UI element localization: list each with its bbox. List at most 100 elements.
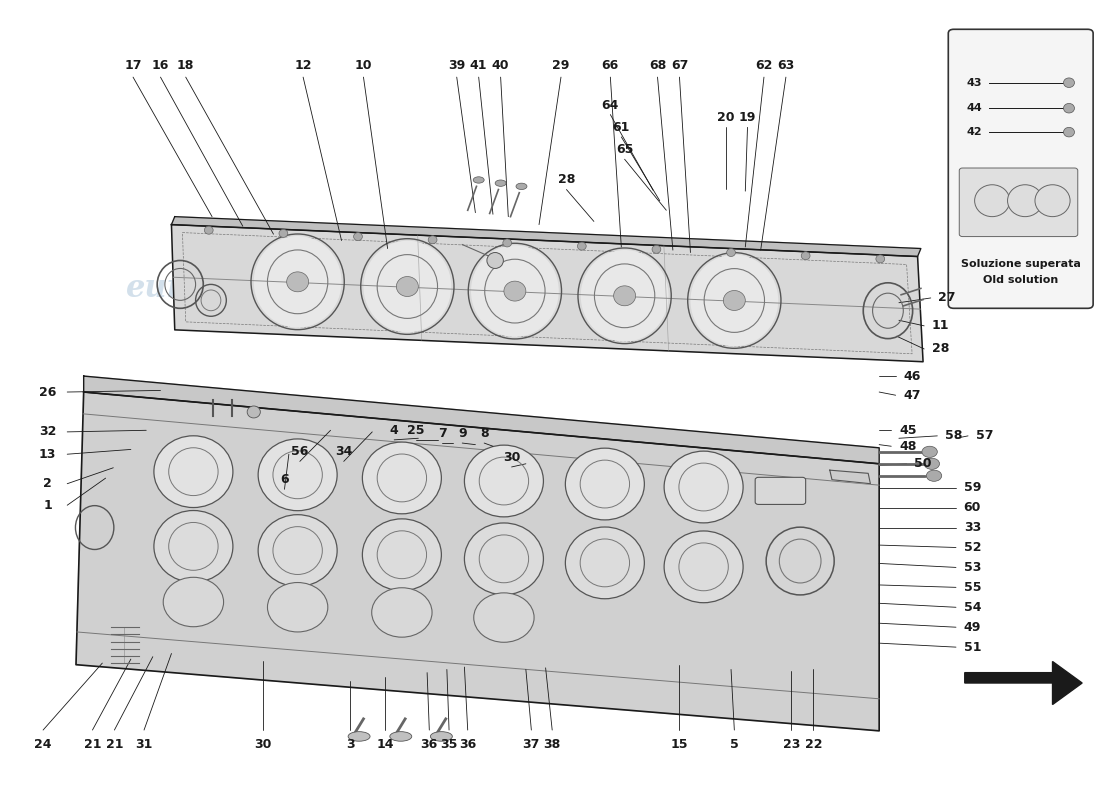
Ellipse shape (926, 470, 942, 482)
Ellipse shape (287, 272, 309, 292)
Ellipse shape (471, 246, 559, 337)
Ellipse shape (254, 236, 341, 328)
Text: 1: 1 (43, 498, 52, 512)
Text: 68: 68 (649, 58, 667, 72)
Text: 55: 55 (964, 581, 981, 594)
Ellipse shape (876, 255, 884, 263)
Ellipse shape (154, 510, 233, 582)
Polygon shape (172, 225, 923, 362)
Text: eurospares: eurospares (477, 273, 667, 304)
Ellipse shape (565, 527, 645, 598)
Polygon shape (84, 376, 879, 464)
Text: 19: 19 (739, 111, 756, 124)
Text: 15: 15 (671, 738, 689, 751)
FancyBboxPatch shape (756, 478, 805, 505)
Text: 23: 23 (783, 738, 800, 751)
Text: 64: 64 (602, 98, 619, 111)
Ellipse shape (258, 439, 337, 510)
Text: 61: 61 (613, 121, 630, 134)
Text: 13: 13 (39, 448, 56, 461)
Text: 8: 8 (480, 427, 488, 440)
Text: 59: 59 (964, 481, 981, 494)
Text: Old solution: Old solution (983, 275, 1058, 286)
Text: 53: 53 (964, 561, 981, 574)
Text: 10: 10 (354, 58, 372, 72)
Text: 12: 12 (295, 58, 312, 72)
Ellipse shape (664, 531, 744, 602)
Polygon shape (172, 217, 921, 257)
Text: 54: 54 (964, 601, 981, 614)
Text: eurospares: eurospares (126, 544, 316, 575)
Text: 18: 18 (177, 58, 195, 72)
Text: 5: 5 (730, 738, 739, 751)
Text: 49: 49 (964, 621, 981, 634)
Text: 21: 21 (84, 738, 101, 751)
FancyBboxPatch shape (948, 30, 1093, 308)
Text: 21: 21 (106, 738, 123, 751)
Text: 3: 3 (346, 738, 354, 751)
Ellipse shape (474, 593, 535, 642)
Text: 56: 56 (292, 446, 308, 458)
Text: 57: 57 (976, 430, 993, 442)
Ellipse shape (396, 277, 418, 297)
Ellipse shape (389, 732, 411, 742)
Text: 60: 60 (964, 501, 981, 514)
Text: 16: 16 (152, 58, 169, 72)
Text: 30: 30 (503, 451, 520, 464)
Text: 48: 48 (899, 440, 916, 453)
Ellipse shape (258, 514, 337, 586)
Ellipse shape (430, 732, 452, 742)
Polygon shape (965, 662, 1082, 705)
Polygon shape (829, 470, 870, 484)
Text: 42: 42 (967, 127, 982, 137)
Text: 4: 4 (389, 424, 398, 437)
Text: 63: 63 (778, 58, 794, 72)
Text: 34: 34 (336, 446, 352, 458)
Ellipse shape (578, 242, 586, 250)
Ellipse shape (1008, 185, 1043, 217)
Ellipse shape (428, 236, 437, 244)
Ellipse shape (362, 442, 441, 514)
Text: 29: 29 (552, 58, 570, 72)
Text: 43: 43 (967, 78, 982, 88)
Ellipse shape (362, 519, 441, 590)
Ellipse shape (154, 436, 233, 507)
Text: 11: 11 (932, 319, 949, 332)
Text: 47: 47 (903, 389, 921, 402)
Ellipse shape (348, 732, 370, 742)
Text: 30: 30 (254, 738, 272, 751)
Ellipse shape (975, 185, 1010, 217)
Text: 51: 51 (964, 641, 981, 654)
Ellipse shape (581, 250, 669, 342)
Text: 41: 41 (470, 58, 487, 72)
Ellipse shape (801, 252, 810, 260)
Ellipse shape (924, 458, 939, 470)
Ellipse shape (1064, 103, 1075, 113)
Text: 7: 7 (438, 427, 447, 440)
Ellipse shape (1064, 127, 1075, 137)
Text: 40: 40 (492, 58, 509, 72)
Ellipse shape (487, 253, 504, 269)
Ellipse shape (664, 451, 744, 523)
Ellipse shape (279, 230, 288, 238)
Ellipse shape (464, 523, 543, 594)
FancyBboxPatch shape (959, 168, 1078, 237)
Text: 24: 24 (34, 738, 52, 751)
Ellipse shape (353, 233, 362, 241)
Text: eurospares: eurospares (126, 273, 316, 304)
Ellipse shape (205, 226, 213, 234)
Text: 14: 14 (376, 738, 394, 751)
Ellipse shape (372, 588, 432, 637)
Text: 38: 38 (543, 738, 561, 751)
Text: 58: 58 (945, 430, 962, 442)
Text: 25: 25 (407, 424, 425, 437)
Text: 17: 17 (124, 58, 142, 72)
Text: 46: 46 (903, 370, 921, 382)
Text: 28: 28 (558, 174, 575, 186)
Ellipse shape (163, 578, 223, 626)
Text: 27: 27 (938, 291, 956, 305)
Text: 26: 26 (39, 386, 56, 398)
Ellipse shape (691, 254, 778, 346)
Text: 65: 65 (616, 143, 634, 156)
Text: 36: 36 (420, 738, 438, 751)
